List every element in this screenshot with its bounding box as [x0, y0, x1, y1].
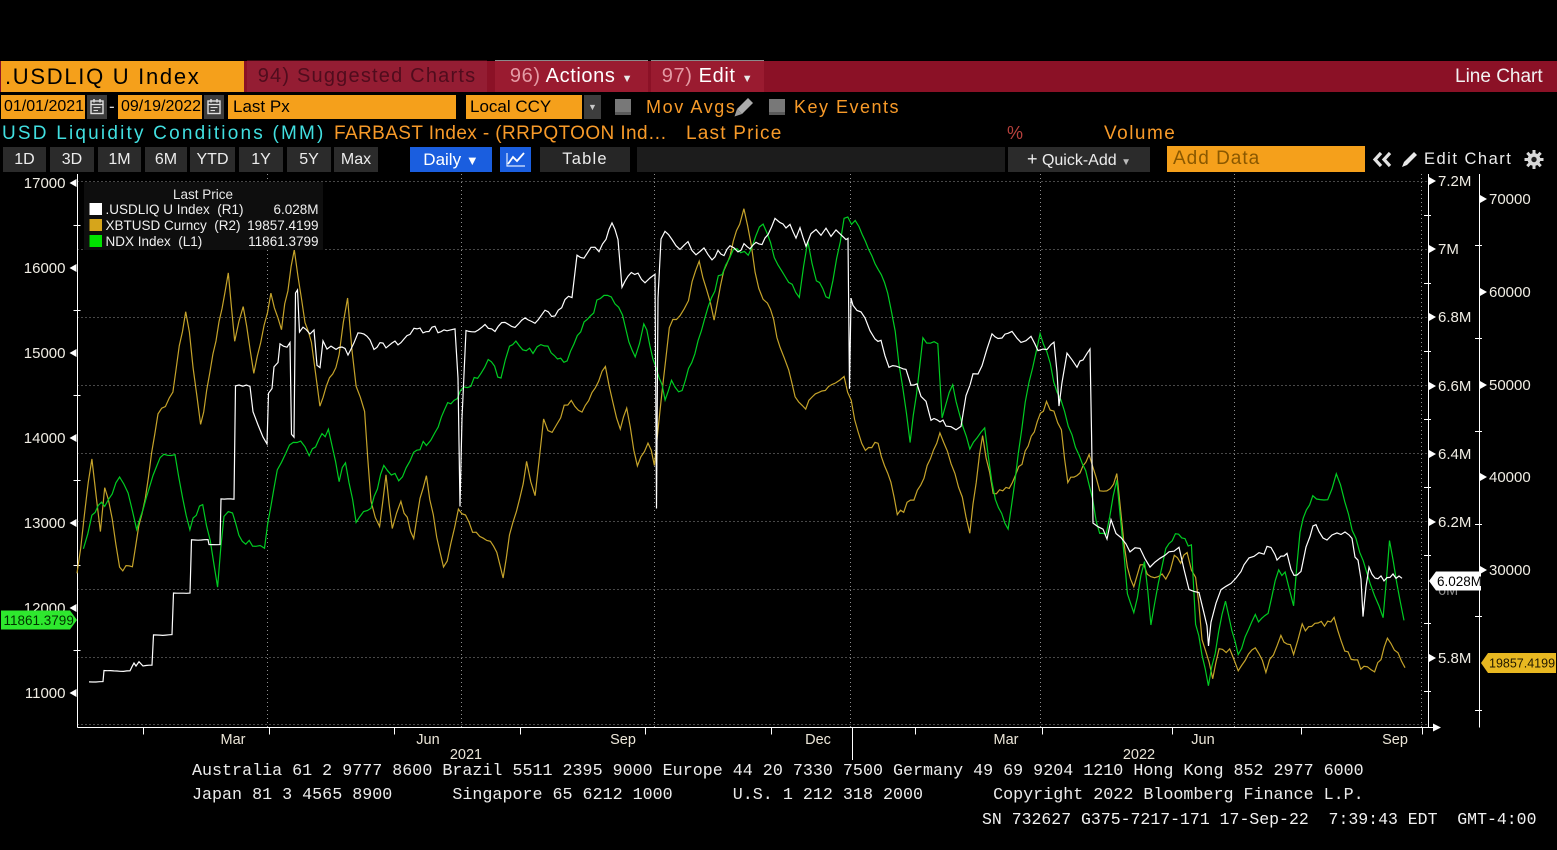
- svg-text:Jun: Jun: [416, 732, 439, 748]
- svg-text:5.8M: 5.8M: [1438, 650, 1471, 667]
- svg-text:Sep: Sep: [610, 732, 636, 748]
- svg-text:Sep: Sep: [1382, 732, 1408, 748]
- svg-text:Last Price: Last Price: [173, 187, 233, 202]
- svg-text:6.028M: 6.028M: [1437, 574, 1482, 589]
- svg-text:50000: 50000: [1489, 377, 1531, 394]
- svg-text:11861.3799: 11861.3799: [248, 234, 318, 249]
- svg-text:15000: 15000: [24, 345, 66, 362]
- svg-text:Mar: Mar: [221, 732, 246, 748]
- svg-text:2022: 2022: [1123, 747, 1155, 763]
- svg-text:19857.4199: 19857.4199: [247, 218, 318, 233]
- svg-text:11000: 11000: [25, 685, 66, 702]
- svg-text:6.2M: 6.2M: [1438, 514, 1471, 531]
- svg-text:6.8M: 6.8M: [1438, 309, 1471, 326]
- svg-text:7M: 7M: [1438, 241, 1459, 258]
- svg-text:14000: 14000: [24, 430, 66, 447]
- svg-text:Mar: Mar: [994, 732, 1019, 748]
- svg-text:17000: 17000: [24, 175, 66, 192]
- svg-text:11861.3799: 11861.3799: [4, 613, 74, 628]
- svg-text:7.2M: 7.2M: [1438, 173, 1471, 190]
- svg-text:6.6M: 6.6M: [1438, 378, 1471, 395]
- svg-text:XBTUSD Curncy (R2): XBTUSD Curncy (R2): [106, 218, 241, 233]
- svg-text:19857.4199: 19857.4199: [1489, 657, 1555, 671]
- svg-text:40000: 40000: [1489, 469, 1531, 486]
- svg-text:6.4M: 6.4M: [1438, 446, 1471, 463]
- svg-text:Jun: Jun: [1191, 732, 1214, 748]
- svg-text:60000: 60000: [1489, 284, 1531, 301]
- svg-text:6.028M: 6.028M: [273, 202, 318, 217]
- svg-text:.USDLIQ U Index (R1): .USDLIQ U Index (R1): [106, 202, 244, 217]
- svg-text:30000: 30000: [1489, 562, 1531, 579]
- svg-text:2021: 2021: [450, 747, 482, 763]
- svg-text:70000: 70000: [1489, 191, 1531, 208]
- svg-text:13000: 13000: [24, 515, 66, 532]
- svg-text:Dec: Dec: [805, 732, 831, 748]
- svg-text:16000: 16000: [24, 260, 66, 277]
- svg-text:NDX Index (L1): NDX Index (L1): [106, 234, 203, 249]
